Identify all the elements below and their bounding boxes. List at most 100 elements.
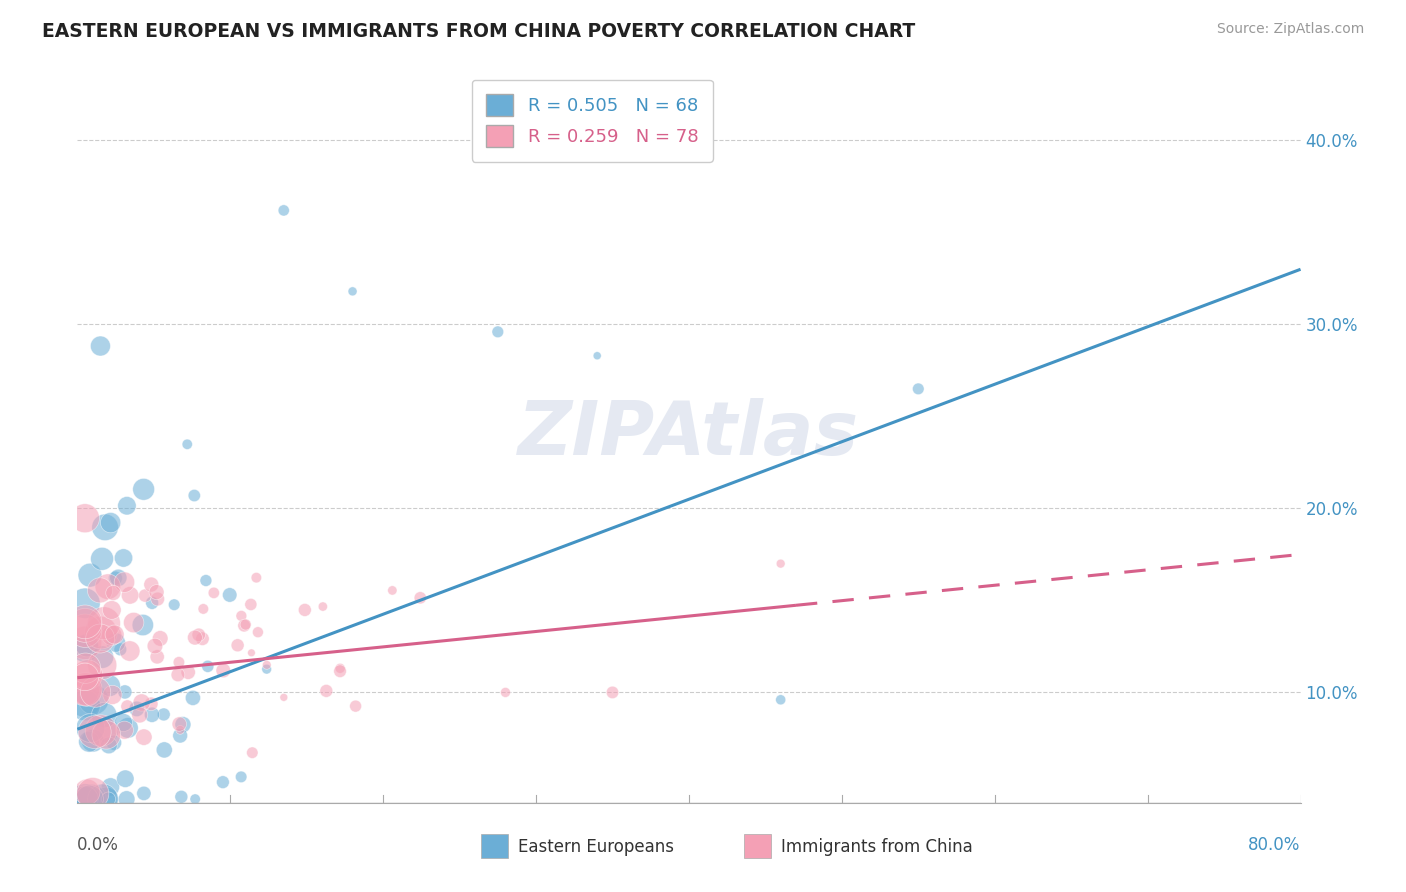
Point xyxy=(273,203,295,218)
Point xyxy=(409,591,432,605)
Point xyxy=(202,586,225,600)
Point xyxy=(100,780,122,794)
Point xyxy=(146,592,169,607)
Point xyxy=(329,664,352,678)
Point xyxy=(90,625,112,640)
Point xyxy=(112,723,135,738)
Point xyxy=(167,668,190,682)
Point xyxy=(212,664,235,678)
Point xyxy=(103,627,125,641)
Point xyxy=(226,638,249,652)
Point xyxy=(132,786,155,800)
Point xyxy=(177,665,200,680)
Point xyxy=(73,792,96,806)
Point xyxy=(187,628,209,642)
Point xyxy=(73,618,96,632)
Point xyxy=(218,588,240,602)
Point xyxy=(90,723,112,738)
Point xyxy=(97,792,120,806)
Point xyxy=(91,552,114,566)
Point xyxy=(495,685,517,699)
Point xyxy=(76,639,98,653)
Point xyxy=(93,616,115,631)
Point xyxy=(233,618,256,632)
Point xyxy=(231,770,253,784)
FancyBboxPatch shape xyxy=(744,834,770,858)
Point xyxy=(235,617,257,632)
Point xyxy=(73,641,96,656)
Point xyxy=(240,746,263,760)
Point xyxy=(169,717,191,731)
Point xyxy=(118,588,141,602)
Text: EASTERN EUROPEAN VS IMMIGRANTS FROM CHINA POVERTY CORRELATION CHART: EASTERN EUROPEAN VS IMMIGRANTS FROM CHIN… xyxy=(42,22,915,41)
Point xyxy=(132,730,155,744)
Point xyxy=(191,632,214,646)
Point xyxy=(82,787,104,801)
Point xyxy=(118,644,141,658)
Point xyxy=(104,571,127,585)
Point xyxy=(132,618,155,632)
Point xyxy=(184,631,207,645)
Text: Eastern Europeans: Eastern Europeans xyxy=(517,838,673,856)
Point xyxy=(146,649,169,664)
Point xyxy=(84,685,107,699)
Point xyxy=(184,792,207,806)
Point xyxy=(73,683,96,698)
Point xyxy=(91,792,114,806)
Point xyxy=(245,571,267,585)
Point xyxy=(117,699,139,714)
Point xyxy=(110,642,132,657)
Point xyxy=(114,772,136,786)
Point xyxy=(101,603,124,617)
Point xyxy=(169,723,191,737)
Point xyxy=(141,697,163,711)
Point xyxy=(134,589,156,603)
Point xyxy=(163,598,186,612)
Point xyxy=(141,596,163,610)
Point xyxy=(381,583,404,598)
Text: Immigrants from China: Immigrants from China xyxy=(780,838,973,856)
Point xyxy=(73,670,96,684)
Point xyxy=(73,636,96,650)
Point xyxy=(103,736,125,750)
Point xyxy=(97,580,120,594)
Point xyxy=(96,728,118,742)
Point xyxy=(117,721,139,735)
Point xyxy=(149,632,172,646)
Point xyxy=(294,603,316,617)
Point xyxy=(141,577,163,591)
Point xyxy=(240,646,263,660)
Point xyxy=(602,685,624,699)
Point xyxy=(104,635,127,649)
Point xyxy=(114,685,136,699)
Point xyxy=(103,586,125,600)
Point xyxy=(83,725,105,739)
Point xyxy=(128,707,150,722)
Point xyxy=(100,516,122,530)
Point xyxy=(76,785,98,799)
Point xyxy=(153,743,176,757)
Point xyxy=(143,639,166,653)
Point xyxy=(96,723,118,738)
Point xyxy=(112,575,135,590)
Text: 0.0%: 0.0% xyxy=(77,836,120,854)
Point xyxy=(89,583,111,598)
Point xyxy=(83,692,105,706)
Point xyxy=(246,625,269,640)
Point xyxy=(79,721,101,735)
Point xyxy=(769,692,792,706)
Point xyxy=(73,792,96,806)
Point xyxy=(239,598,262,612)
Point xyxy=(73,511,96,525)
Point xyxy=(193,602,215,616)
Point xyxy=(132,483,155,497)
Point xyxy=(98,679,121,693)
Point xyxy=(769,557,792,571)
Point xyxy=(89,632,111,646)
Point xyxy=(79,792,101,806)
Legend: R = 0.505   N = 68, R = 0.259   N = 78: R = 0.505 N = 68, R = 0.259 N = 78 xyxy=(471,79,713,161)
Point xyxy=(344,699,367,714)
Point xyxy=(73,695,96,709)
Point xyxy=(115,792,138,806)
Point xyxy=(73,596,96,610)
